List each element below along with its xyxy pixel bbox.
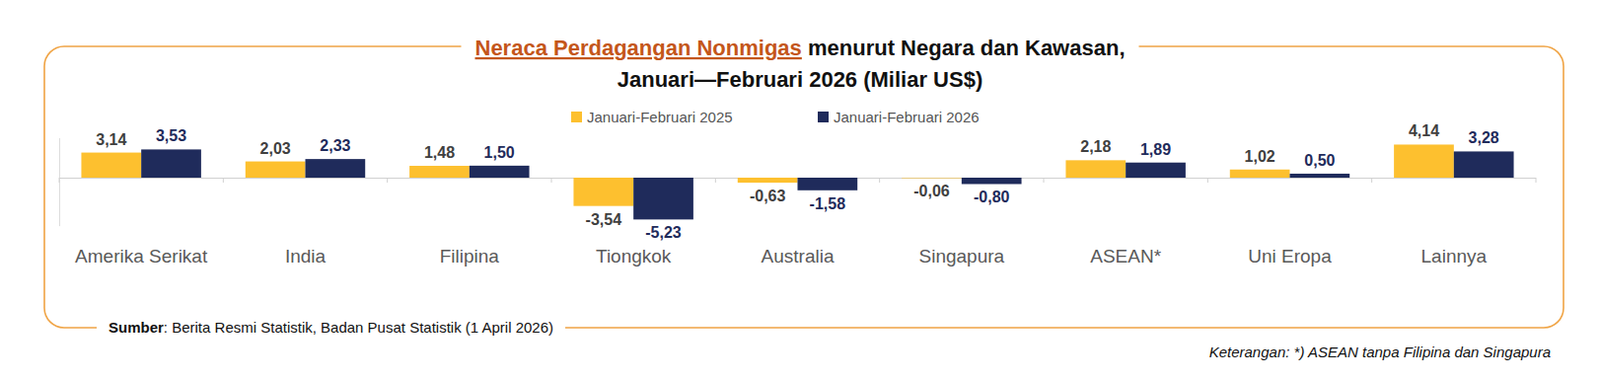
category-separator (551, 177, 553, 183)
category-separator (878, 177, 880, 183)
data-labels: 3,14 2,03 1,48 -3,54 -0,63 -0,06 2,18 1,02 4,14 3… (95, 122, 1500, 241)
data-label: 2,03 (260, 140, 291, 157)
x-tick: Tiongkok (595, 244, 672, 266)
data-label: 4,14 (1408, 122, 1440, 140)
x-tick-label: India (285, 244, 327, 266)
category-separator (715, 177, 717, 183)
y-axis (59, 138, 1536, 226)
source-label: Sumber (108, 318, 164, 336)
chart: Neraca Perdagangan Nonmigas menurut Nega… (0, 0, 1600, 381)
data-label: 1,02 (1244, 147, 1276, 165)
source-background (96, 318, 566, 336)
legend-label: Januari-Februari 2026 (833, 108, 980, 126)
category-separator (1043, 177, 1045, 183)
bar (469, 165, 530, 178)
bar (737, 177, 799, 183)
bar (1290, 173, 1351, 178)
x-tick: India (285, 244, 327, 266)
title-line: Neraca Perdagangan Nonmigas menurut Nega… (475, 35, 1126, 61)
x-tick-label: Tiongkok (595, 244, 672, 266)
data-label: 1,48 (424, 144, 455, 161)
category-separator (386, 177, 388, 183)
data-label: -1,58 (809, 195, 847, 213)
data-label: -3,54 (585, 211, 623, 228)
bar (573, 177, 634, 207)
bar (245, 161, 306, 178)
x-axis: Amerika Serikat India Filipina Tiongkok Aust… (74, 244, 1487, 266)
source: Sumber: Berita Resmi Statistik, Badan Pu… (108, 318, 554, 336)
x-tick-label: Lainnya (1421, 244, 1488, 266)
note: Keterangan: *) ASEAN tanpa Filipina dan … (1209, 343, 1551, 361)
bar (1393, 144, 1455, 178)
data-label: -5,23 (645, 223, 682, 241)
category-separator (59, 177, 61, 183)
x-tick: ASEAN* (1090, 244, 1162, 266)
bar (80, 152, 142, 178)
legend: Januari-Februari 2025 Januari-Februari 20… (571, 108, 980, 126)
bar-series (141, 148, 1514, 219)
bar (798, 177, 859, 191)
title-line: Januari—Februari 2026 (Miliar US$) (617, 67, 983, 92)
bars (80, 144, 1514, 219)
x-tick-label: Filipina (439, 244, 501, 266)
bar (409, 165, 470, 178)
bar (1454, 150, 1515, 178)
x-tick-label: Australia (761, 244, 835, 266)
x-tick: Amerika Serikat (74, 244, 209, 266)
data-label: -0,80 (973, 188, 1011, 206)
frame (44, 46, 1564, 328)
data-label: -0,06 (913, 182, 950, 200)
legend-label: Januari-Februari 2025 (586, 108, 733, 126)
data-label: 3,28 (1468, 129, 1500, 146)
bar (1065, 159, 1126, 178)
category-separator (222, 177, 224, 183)
source-text: : Berita Resmi Statistik, Badan Pusat St… (163, 318, 554, 336)
category-separator (1371, 177, 1373, 183)
x-tick: Lainnya (1421, 244, 1488, 266)
bar (901, 177, 962, 179)
data-label: -0,63 (749, 187, 787, 205)
x-tick-label: Amerika Serikat (74, 244, 209, 266)
x-tick-label: Uni Eropa (1247, 244, 1332, 266)
bar (1230, 169, 1291, 178)
category-separator (1535, 177, 1537, 183)
legend-swatch (817, 111, 829, 123)
bar (141, 148, 202, 178)
legend-item: Januari-Februari 2025 (571, 108, 733, 126)
bar (633, 177, 694, 219)
x-tick: Singapura (919, 244, 1006, 266)
data-label: 3,14 (95, 131, 127, 148)
bar (961, 177, 1022, 184)
x-tick: Australia (761, 244, 835, 266)
title: Neraca Perdagangan Nonmigas menurut Nega… (475, 35, 1126, 92)
bar (305, 158, 366, 178)
data-label: 2,18 (1080, 138, 1111, 155)
data-label: 3,53 (155, 127, 187, 145)
data-label: 0,50 (1304, 151, 1335, 169)
legend-item: Januari-Februari 2026 (817, 108, 980, 126)
data-label: 1,50 (484, 144, 515, 161)
x-tick-label: Singapura (919, 244, 1006, 266)
category-separator (1207, 177, 1209, 183)
title-background (461, 35, 1140, 92)
x-tick: Uni Eropa (1247, 244, 1332, 266)
legend-swatch (571, 111, 582, 123)
title-highlight: Neraca Perdagangan Nonmigas (475, 35, 802, 61)
x-tick-label: ASEAN* (1090, 244, 1162, 266)
data-label: 1,89 (1140, 141, 1171, 158)
data-label: 2,33 (319, 137, 351, 154)
bar (1125, 162, 1186, 178)
title-rest: menurut Negara dan Kawasan, (801, 35, 1126, 61)
y-axis-line (59, 138, 61, 226)
x-tick: Filipina (439, 244, 501, 266)
